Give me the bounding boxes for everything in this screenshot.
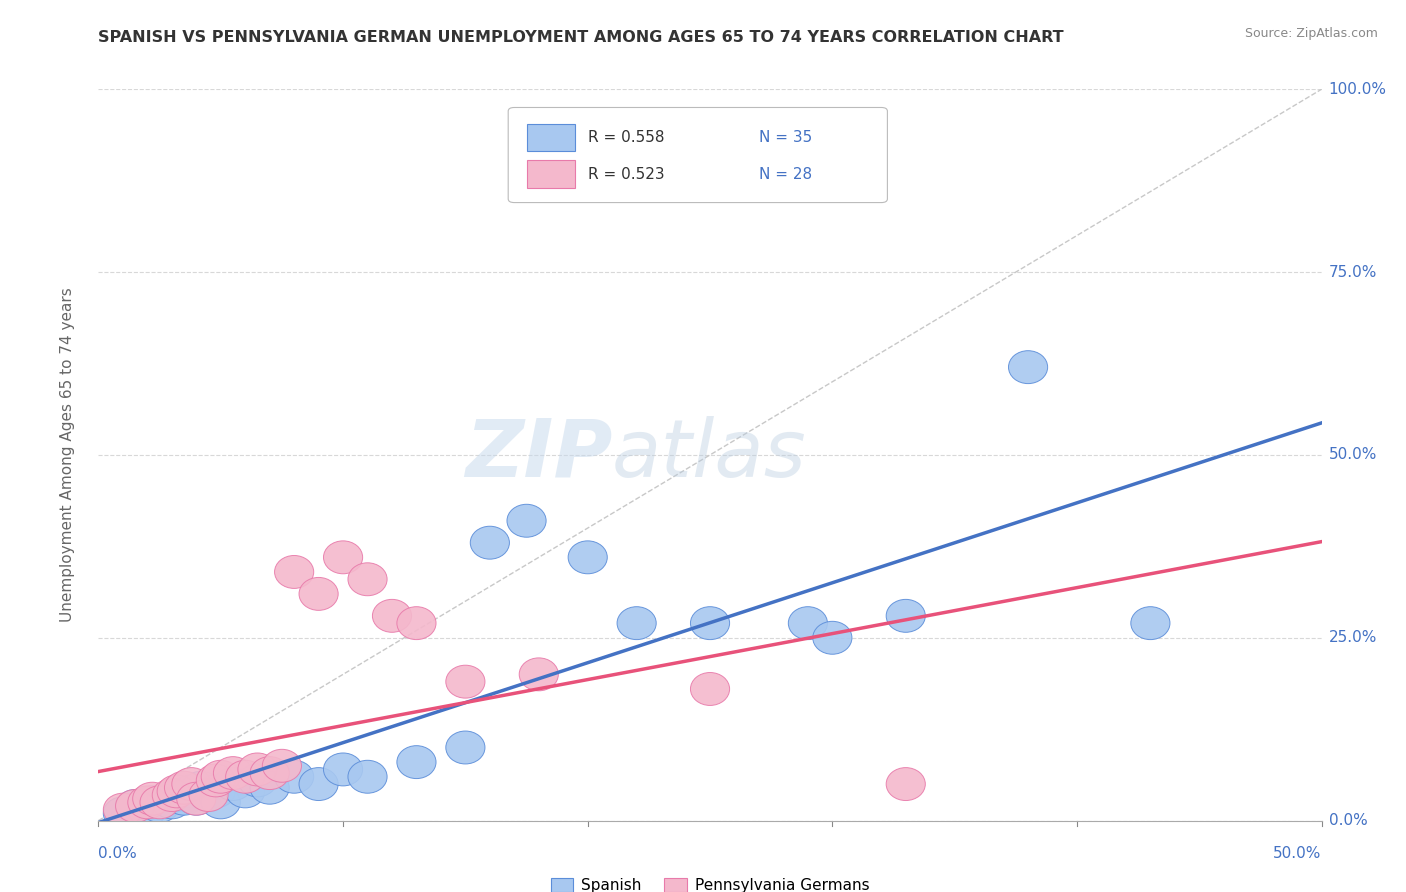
Ellipse shape xyxy=(347,760,387,793)
Ellipse shape xyxy=(141,786,179,819)
Ellipse shape xyxy=(789,607,828,640)
Ellipse shape xyxy=(690,673,730,706)
Text: R = 0.523: R = 0.523 xyxy=(588,167,664,182)
Ellipse shape xyxy=(197,764,235,797)
Ellipse shape xyxy=(568,541,607,574)
Text: SPANISH VS PENNSYLVANIA GERMAN UNEMPLOYMENT AMONG AGES 65 TO 74 YEARS CORRELATIO: SPANISH VS PENNSYLVANIA GERMAN UNEMPLOYM… xyxy=(98,29,1064,45)
Ellipse shape xyxy=(177,782,217,815)
Ellipse shape xyxy=(238,764,277,797)
Ellipse shape xyxy=(1130,607,1170,640)
Ellipse shape xyxy=(690,607,730,640)
Text: ZIP: ZIP xyxy=(465,416,612,494)
Ellipse shape xyxy=(214,768,253,800)
Ellipse shape xyxy=(323,541,363,574)
Ellipse shape xyxy=(225,775,264,808)
Ellipse shape xyxy=(148,782,187,815)
Ellipse shape xyxy=(446,665,485,698)
Ellipse shape xyxy=(103,797,142,830)
Text: 100.0%: 100.0% xyxy=(1329,82,1386,96)
Ellipse shape xyxy=(201,786,240,819)
Ellipse shape xyxy=(115,789,155,822)
Ellipse shape xyxy=(250,756,290,789)
Ellipse shape xyxy=(132,786,172,819)
Ellipse shape xyxy=(813,622,852,654)
Ellipse shape xyxy=(188,779,228,812)
Ellipse shape xyxy=(250,772,290,805)
Text: N = 35: N = 35 xyxy=(759,130,813,145)
Ellipse shape xyxy=(103,793,142,826)
Ellipse shape xyxy=(181,772,221,805)
Ellipse shape xyxy=(152,779,191,812)
Ellipse shape xyxy=(274,556,314,589)
Text: 75.0%: 75.0% xyxy=(1329,265,1376,279)
Ellipse shape xyxy=(323,753,363,786)
Ellipse shape xyxy=(886,768,925,800)
Text: R = 0.558: R = 0.558 xyxy=(588,130,664,145)
Ellipse shape xyxy=(225,760,264,793)
Ellipse shape xyxy=(172,768,211,800)
FancyBboxPatch shape xyxy=(508,108,887,202)
Ellipse shape xyxy=(274,760,314,793)
Ellipse shape xyxy=(347,563,387,596)
Ellipse shape xyxy=(508,504,546,537)
Text: 0.0%: 0.0% xyxy=(98,846,138,861)
Ellipse shape xyxy=(132,782,172,815)
Ellipse shape xyxy=(157,779,197,812)
Ellipse shape xyxy=(396,746,436,779)
Ellipse shape xyxy=(214,756,253,789)
Ellipse shape xyxy=(299,768,339,800)
Text: Source: ZipAtlas.com: Source: ZipAtlas.com xyxy=(1244,27,1378,40)
Ellipse shape xyxy=(188,779,228,812)
Legend: Spanish, Pennsylvania Germans: Spanish, Pennsylvania Germans xyxy=(544,872,876,892)
Text: 0.0%: 0.0% xyxy=(1329,814,1367,828)
Ellipse shape xyxy=(165,772,204,805)
Ellipse shape xyxy=(373,599,412,632)
Ellipse shape xyxy=(446,731,485,764)
Ellipse shape xyxy=(470,526,509,559)
Text: 50.0%: 50.0% xyxy=(1329,448,1376,462)
Ellipse shape xyxy=(519,658,558,690)
Text: 25.0%: 25.0% xyxy=(1329,631,1376,645)
Ellipse shape xyxy=(157,775,197,808)
Y-axis label: Unemployment Among Ages 65 to 74 years: Unemployment Among Ages 65 to 74 years xyxy=(60,287,75,623)
Ellipse shape xyxy=(617,607,657,640)
FancyBboxPatch shape xyxy=(527,161,575,188)
Ellipse shape xyxy=(396,607,436,640)
FancyBboxPatch shape xyxy=(527,124,575,152)
Ellipse shape xyxy=(152,786,191,819)
Ellipse shape xyxy=(197,775,235,808)
Ellipse shape xyxy=(886,599,925,632)
Ellipse shape xyxy=(238,753,277,786)
Ellipse shape xyxy=(201,760,240,793)
Ellipse shape xyxy=(165,782,204,815)
Ellipse shape xyxy=(263,749,301,782)
Ellipse shape xyxy=(172,775,211,808)
Text: N = 28: N = 28 xyxy=(759,167,813,182)
Ellipse shape xyxy=(115,789,155,822)
Ellipse shape xyxy=(141,789,179,822)
Text: atlas: atlas xyxy=(612,416,807,494)
Ellipse shape xyxy=(1008,351,1047,384)
Ellipse shape xyxy=(299,577,339,610)
Ellipse shape xyxy=(128,786,167,819)
Ellipse shape xyxy=(128,793,167,826)
Text: 50.0%: 50.0% xyxy=(1274,846,1322,861)
Ellipse shape xyxy=(177,782,217,815)
